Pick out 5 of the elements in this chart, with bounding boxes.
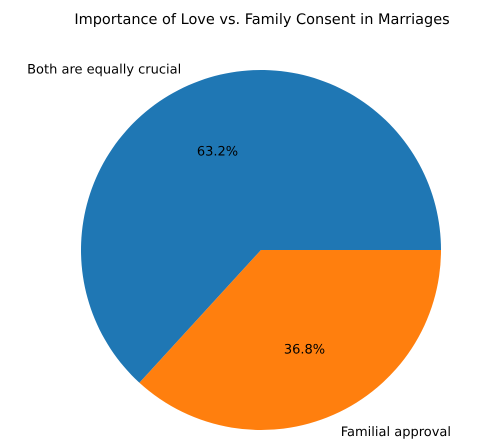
slice-label: Familial approval [340, 424, 451, 440]
chart-title: Importance of Love vs. Family Consent in Marriages [74, 12, 450, 28]
slice-label: Both are equally crucial [27, 62, 182, 78]
data-label: 63.2% [196, 144, 238, 160]
data-label: 36.8% [284, 342, 326, 358]
